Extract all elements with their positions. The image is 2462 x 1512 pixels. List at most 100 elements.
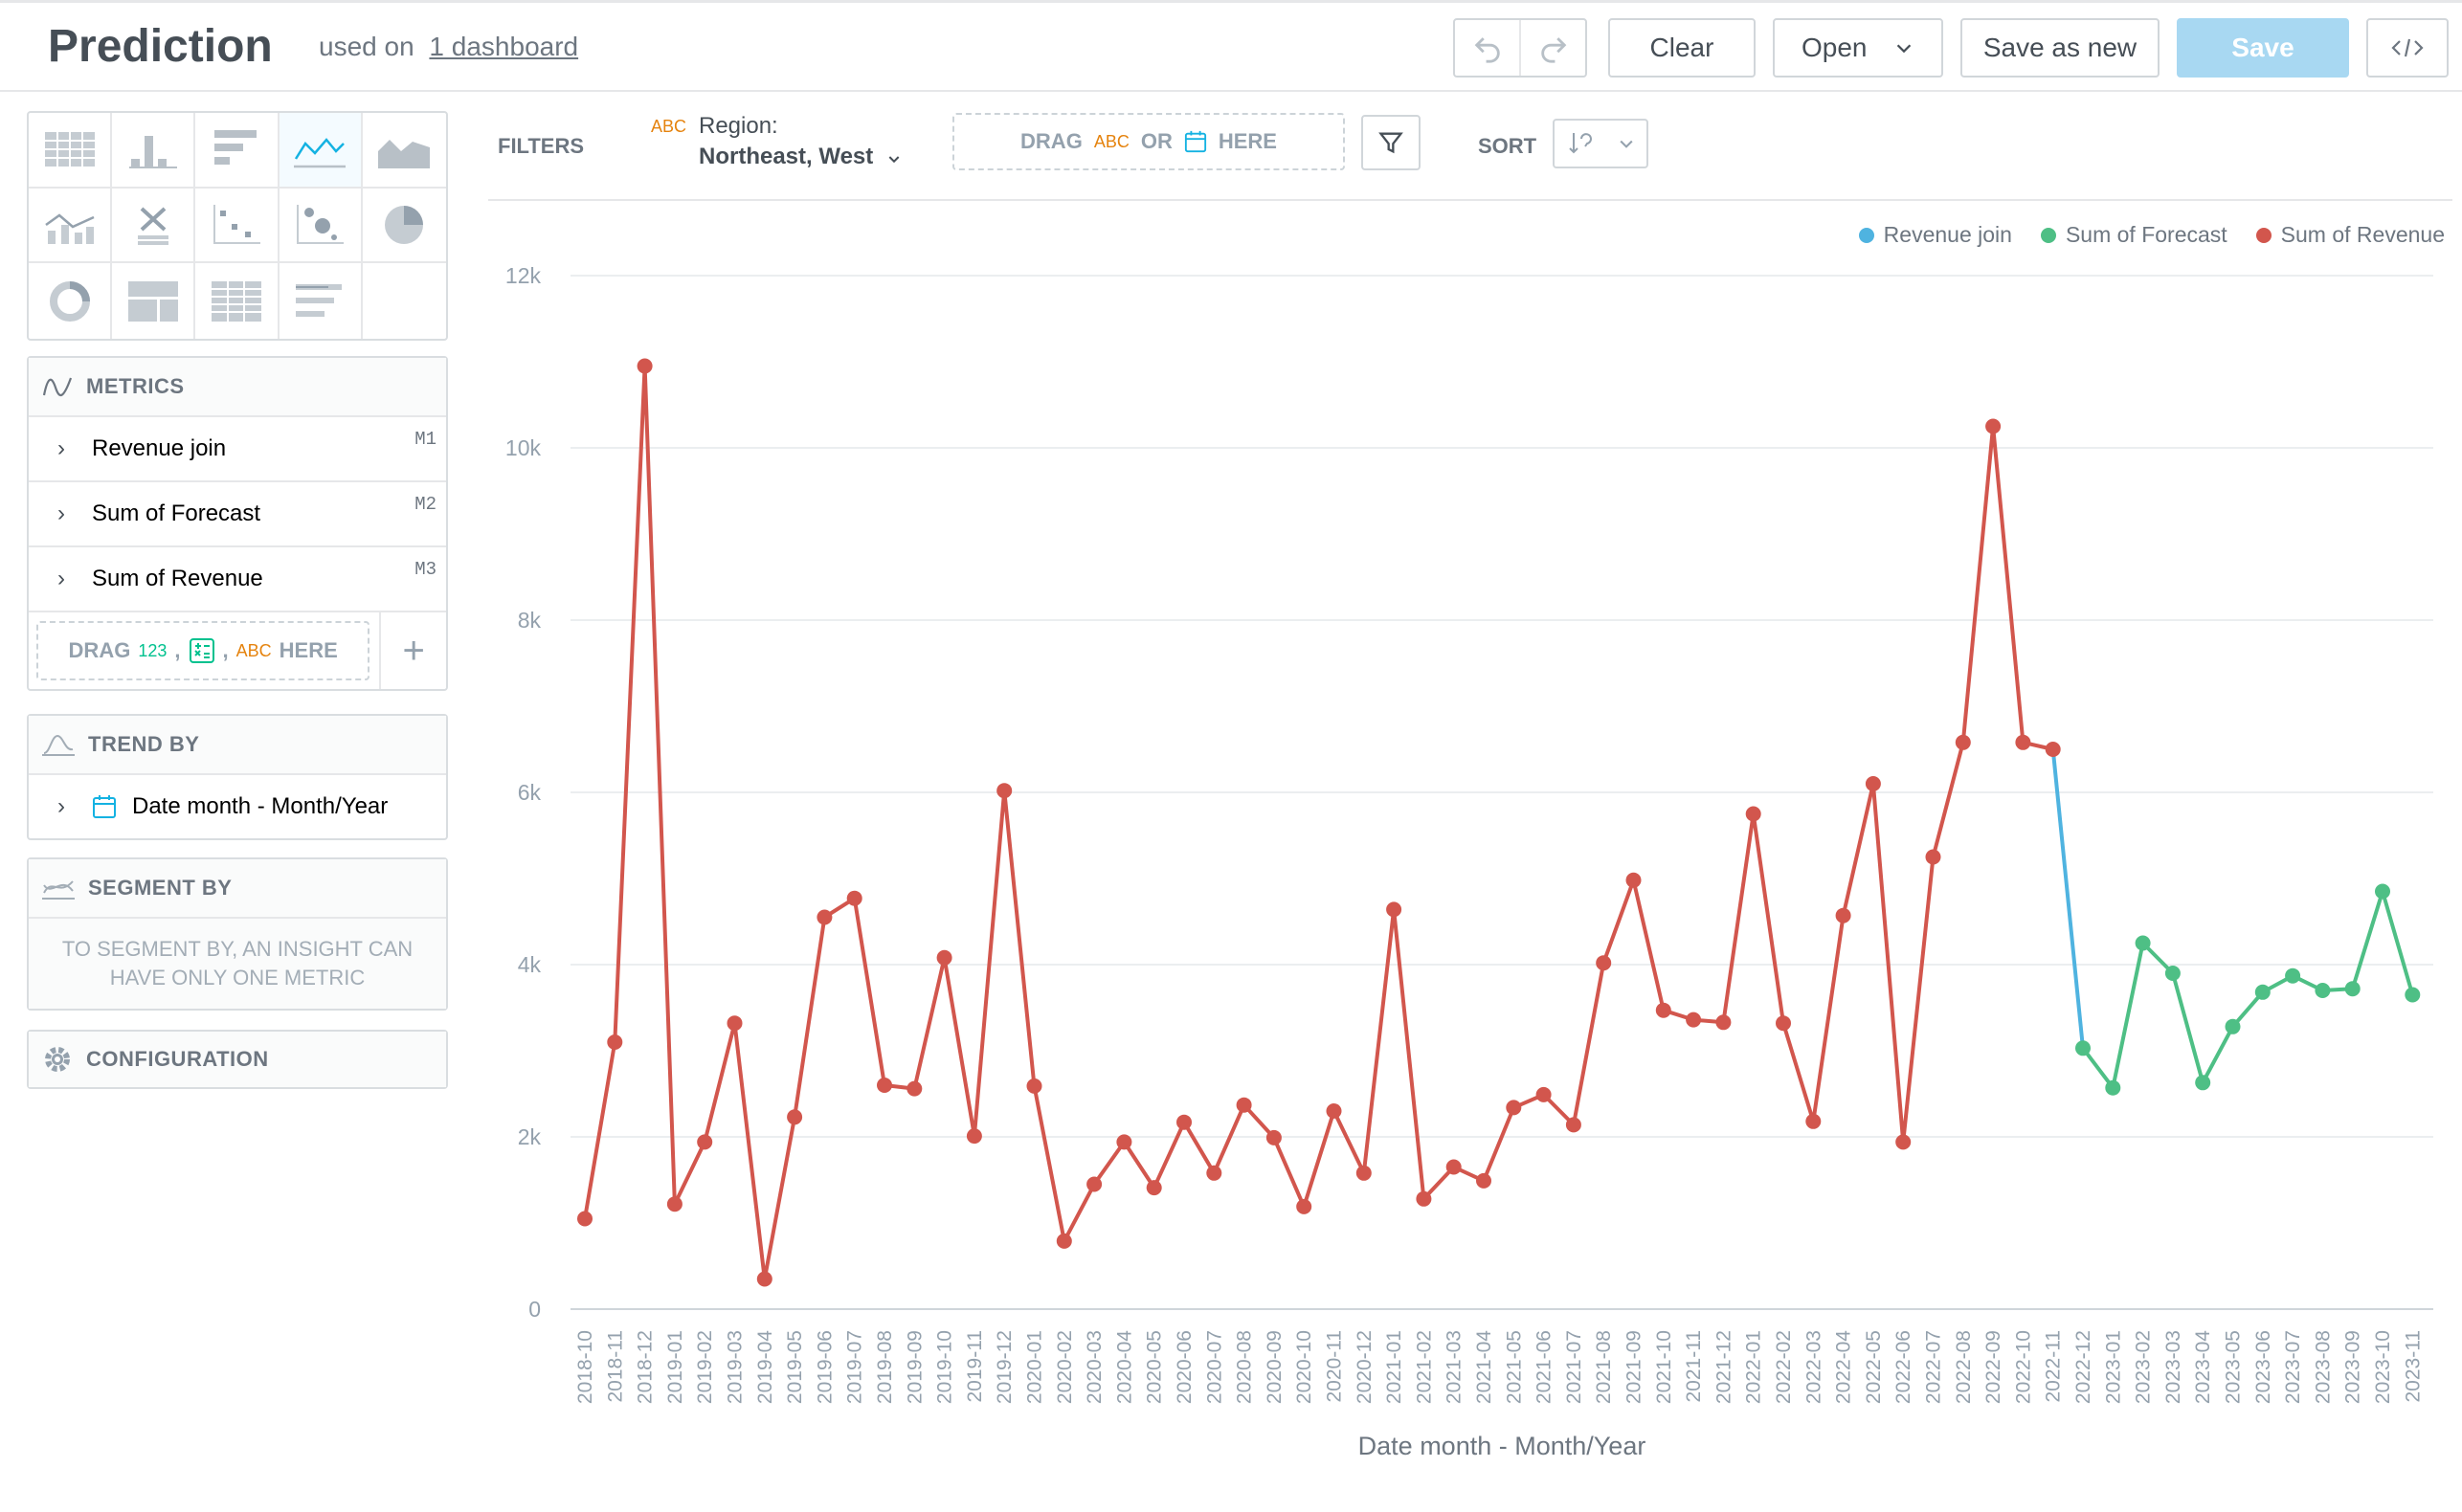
data-point <box>1146 1180 1162 1196</box>
chevron-right-icon: › <box>57 566 65 591</box>
x-tick-label: 2019-05 <box>784 1330 806 1404</box>
filter-drop-zone[interactable]: DRAG ABC OR HERE <box>952 113 1345 170</box>
viz-line[interactable] <box>279 113 363 189</box>
legend-item[interactable]: Revenue join <box>1858 222 2012 248</box>
viz-area[interactable] <box>362 113 446 189</box>
viz-headline[interactable] <box>112 188 196 264</box>
viz-table[interactable] <box>29 113 113 189</box>
metrics-panel: METRICS › Revenue join M1 › Sum of Forec… <box>27 356 448 691</box>
attribute-type-badge: ABC <box>651 117 687 136</box>
y-tick-label: 2k <box>518 1124 542 1149</box>
data-point <box>1476 1172 1491 1189</box>
drop-here-text: HERE <box>279 638 338 662</box>
data-point <box>787 1109 803 1125</box>
chevron-right-icon: › <box>57 793 65 819</box>
headline-icon <box>137 207 168 245</box>
save-button[interactable]: Save <box>2177 18 2349 78</box>
data-point <box>1625 872 1642 888</box>
y-tick-label: 0 <box>528 1297 541 1322</box>
dashboard-link[interactable]: 1 dashboard <box>429 32 579 61</box>
data-point <box>1355 1165 1372 1181</box>
x-tick-label: 2022-11 <box>2043 1330 2065 1403</box>
x-tick-label: 2021-03 <box>1444 1330 1466 1404</box>
region-filter[interactable]: ABC Region: Northeast, West <box>488 105 929 182</box>
x-tick-label: 2021-07 <box>1563 1330 1585 1404</box>
viz-bubble[interactable] <box>279 188 363 264</box>
metrics-icon <box>42 377 73 397</box>
legend-swatch <box>2255 227 2272 243</box>
data-point <box>996 783 1013 799</box>
x-tick-label: 2022-07 <box>1923 1330 1945 1404</box>
save-as-new-button[interactable]: Save as new <box>1960 18 2160 78</box>
viz-scatter[interactable] <box>195 188 280 264</box>
viz-combo[interactable] <box>29 188 113 264</box>
region-filter-value: Northeast, West <box>699 144 874 169</box>
open-button[interactable]: Open <box>1773 18 1943 78</box>
add-metric-button[interactable]: + <box>379 612 446 689</box>
data-point <box>1655 1002 1671 1018</box>
data-point <box>2225 1018 2241 1034</box>
trend-by-panel: TREND BY › Date month - Month/Year <box>27 714 448 840</box>
segment-by-header: SEGMENT BY <box>29 859 446 917</box>
configuration-panel[interactable]: CONFIGURATION <box>27 1030 448 1089</box>
metric-item[interactable]: › Sum of Revenue M3 <box>29 545 446 611</box>
filter-by-measure-button[interactable] <box>1361 115 1421 170</box>
metric-item[interactable]: › Sum of Forecast M2 <box>29 480 446 545</box>
x-tick-label: 2019-06 <box>814 1330 836 1404</box>
redo-button[interactable] <box>1519 20 1585 76</box>
treemap-icon <box>127 280 178 322</box>
metric-label: Sum of Revenue <box>92 566 263 591</box>
metric-id: M1 <box>414 429 436 450</box>
sort-icon <box>1568 133 1592 154</box>
trend-by-header: TREND BY <box>29 716 446 773</box>
embed-code-button[interactable] <box>2366 18 2449 78</box>
legend-swatch <box>2040 227 2056 243</box>
undo-button[interactable] <box>1455 20 1519 76</box>
data-point <box>1865 776 1881 791</box>
clear-button[interactable]: Clear <box>1608 18 1756 78</box>
chart-legend: Revenue join Sum of Forecast Sum of Reve… <box>1858 222 2445 248</box>
data-point <box>637 358 653 374</box>
metric-item[interactable]: › Revenue join M1 <box>29 415 446 480</box>
x-tick-label: 2022-01 <box>1743 1330 1765 1404</box>
metrics-title: METRICS <box>86 374 185 398</box>
drop-or-text: OR <box>1140 129 1173 153</box>
comma-separator: , <box>174 638 181 662</box>
x-tick-label: 2023-01 <box>2102 1330 2124 1404</box>
legend-item[interactable]: Sum of Revenue <box>2255 222 2445 248</box>
data-point <box>1506 1100 1522 1116</box>
metric-id: M3 <box>414 559 436 580</box>
sort-button[interactable] <box>1553 119 1648 168</box>
top-bar: Prediction used on 1 dashboard Clear Ope… <box>0 0 2462 92</box>
trend-item[interactable]: › Date month - Month/Year <box>29 773 446 838</box>
data-point <box>2075 1040 2091 1056</box>
drop-drag-text: DRAG <box>68 638 131 662</box>
data-point <box>1326 1103 1342 1119</box>
x-tick-label: 2021-04 <box>1473 1330 1495 1404</box>
viz-treemap[interactable] <box>112 263 196 339</box>
configuration-header[interactable]: CONFIGURATION <box>29 1032 446 1087</box>
data-point <box>2135 935 2151 951</box>
metric-label: Revenue join <box>92 435 227 461</box>
comma-separator: , <box>222 638 229 662</box>
data-point <box>2164 966 2181 981</box>
x-tick-label: 2020-10 <box>1293 1330 1315 1404</box>
viz-column[interactable] <box>112 113 196 189</box>
trend-icon <box>42 734 75 756</box>
data-point <box>727 1015 743 1032</box>
x-tick-label: 2018-10 <box>574 1330 596 1404</box>
redo-icon <box>1540 37 1566 63</box>
metrics-drop-zone[interactable]: DRAG 123 , , ABC HERE <box>36 621 370 680</box>
viz-donut[interactable] <box>29 263 113 339</box>
legend-item[interactable]: Sum of Forecast <box>2040 222 2227 248</box>
x-tick-label: 2023-03 <box>2162 1330 2184 1404</box>
data-point <box>666 1196 683 1212</box>
viz-pie[interactable] <box>362 189 446 264</box>
drop-drag-text: DRAG <box>1020 129 1083 153</box>
x-tick-label: 2020-11 <box>1324 1330 1346 1403</box>
viz-heatmap[interactable] <box>195 263 280 339</box>
x-tick-label: 2023-08 <box>2312 1330 2334 1404</box>
data-point <box>2254 984 2271 1000</box>
viz-bullet[interactable] <box>280 263 363 339</box>
viz-bar[interactable] <box>195 113 280 189</box>
